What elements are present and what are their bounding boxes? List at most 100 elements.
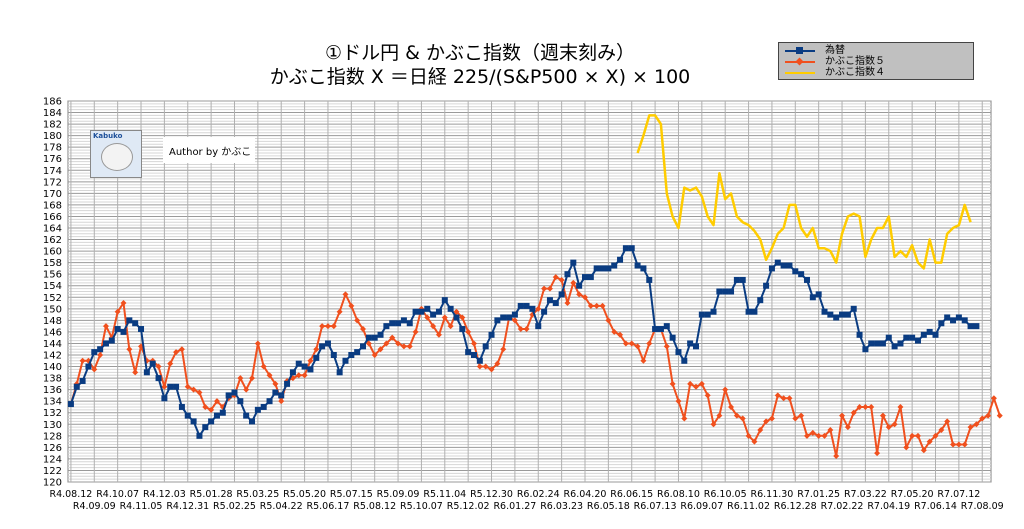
data-point: [447, 305, 454, 312]
x-tick-label: R4.10.07: [96, 489, 139, 500]
data-point: [184, 412, 191, 419]
data-point: [576, 282, 583, 289]
data-point: [243, 412, 250, 419]
data-point: [605, 265, 612, 272]
data-point: [646, 340, 653, 347]
data-point: [383, 340, 390, 347]
legend-item-kabuko4: かぶこ指数４: [785, 67, 971, 79]
x-tick-label: R6.11.02: [727, 501, 770, 512]
data-point: [611, 262, 618, 269]
data-point: [552, 274, 559, 281]
data-point: [722, 288, 729, 295]
x-tick-label: R4.12.03: [143, 489, 186, 500]
data-point: [850, 409, 857, 416]
x-tick-label: R7.05.20: [891, 489, 934, 500]
data-point: [196, 389, 203, 396]
data-point: [827, 311, 834, 318]
data-point: [313, 346, 320, 353]
data-point: [546, 285, 553, 292]
x-tick-label: R5.10.07: [400, 501, 443, 512]
y-tick-label: 140: [43, 362, 62, 373]
data-point: [920, 447, 927, 454]
data-point: [611, 328, 618, 335]
data-point: [319, 323, 326, 330]
data-point: [914, 337, 921, 344]
x-axis: R4.08.12R4.09.09R4.10.07R4.11.05R4.12.03…: [49, 489, 1003, 512]
data-point: [587, 302, 594, 309]
data-point: [833, 314, 840, 321]
data-point: [237, 375, 244, 382]
data-point: [628, 340, 635, 347]
data-point: [950, 441, 957, 448]
x-tick-label: R7.01.25: [797, 489, 840, 500]
data-point: [102, 340, 109, 347]
data-point: [815, 291, 822, 298]
y-tick-label: 148: [43, 316, 62, 327]
data-point: [821, 308, 828, 315]
data-point: [844, 311, 851, 318]
data-point: [792, 268, 799, 275]
data-point: [120, 300, 127, 307]
data-point: [365, 334, 372, 341]
data-point: [780, 395, 787, 402]
data-point: [471, 352, 478, 358]
x-tick-label: R6.01.27: [493, 501, 536, 512]
data-point: [324, 340, 331, 347]
data-point: [722, 386, 729, 393]
x-tick-label: R5.04.22: [260, 501, 303, 512]
y-tick-label: 166: [43, 212, 62, 223]
data-point: [798, 412, 805, 419]
y-tick-label: 152: [43, 293, 62, 304]
data-point: [348, 352, 355, 358]
data-point: [634, 262, 641, 269]
data-point: [377, 346, 384, 353]
data-point: [476, 357, 483, 364]
data-point: [593, 265, 600, 272]
data-point: [395, 340, 402, 347]
data-point: [914, 432, 921, 439]
x-tick-label: R4.08.12: [49, 489, 92, 500]
data-point: [798, 271, 805, 278]
y-tick-label: 136: [43, 385, 62, 396]
data-point: [494, 360, 501, 367]
data-point: [243, 386, 250, 393]
data-point: [190, 386, 197, 393]
data-point: [833, 453, 840, 460]
data-point: [827, 427, 834, 434]
y-tick-label: 184: [43, 108, 62, 119]
data-point: [774, 392, 781, 399]
y-tick-label: 124: [43, 454, 62, 465]
data-point: [757, 297, 764, 304]
legend: 為替 かぶこ指数５ かぶこ指数４: [778, 42, 974, 80]
data-point: [161, 395, 168, 402]
data-point: [581, 274, 588, 281]
x-tick-label: R5.09.09: [377, 489, 420, 500]
author-box: Author by かぶこ: [163, 137, 255, 163]
data-point: [897, 403, 904, 410]
data-point: [143, 369, 150, 376]
data-point: [617, 256, 624, 263]
data-point: [640, 265, 647, 272]
x-tick-label: R5.01.28: [190, 489, 233, 500]
y-tick-label: 162: [43, 235, 62, 246]
data-point: [412, 328, 419, 335]
data-point: [365, 340, 372, 347]
data-point: [360, 326, 367, 333]
data-point: [926, 328, 933, 335]
data-point: [692, 383, 699, 390]
data-point: [786, 395, 793, 402]
data-point: [482, 343, 489, 350]
x-tick-label: R5.11.04: [423, 489, 466, 500]
square-marker-icon: [796, 47, 803, 54]
x-tick-label: R6.09.07: [680, 501, 723, 512]
data-point: [342, 291, 349, 298]
data-point: [909, 432, 916, 439]
data-point: [803, 276, 810, 283]
data-point: [488, 366, 495, 373]
data-point: [850, 305, 857, 312]
data-point: [634, 343, 641, 350]
data-point: [862, 403, 869, 410]
data-point: [763, 282, 770, 289]
data-point: [926, 438, 933, 445]
data-point: [196, 432, 203, 439]
